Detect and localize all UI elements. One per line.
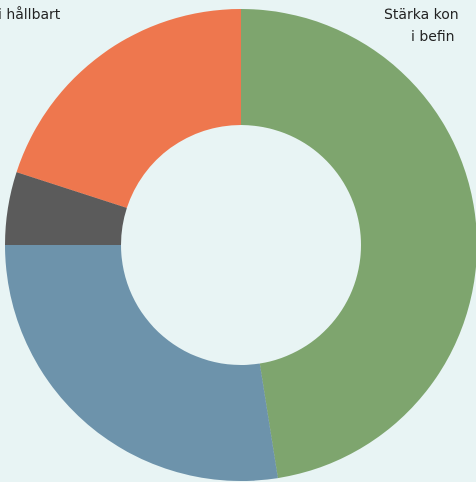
slice-label: i befin bbox=[411, 29, 455, 45]
slice-label: Stärka kon bbox=[384, 7, 459, 23]
donut-slice bbox=[5, 172, 127, 245]
donut-slice bbox=[5, 245, 278, 481]
donut-slice bbox=[241, 9, 476, 479]
donut-slice bbox=[16, 9, 242, 208]
slice-label: i hållbart bbox=[0, 6, 61, 23]
